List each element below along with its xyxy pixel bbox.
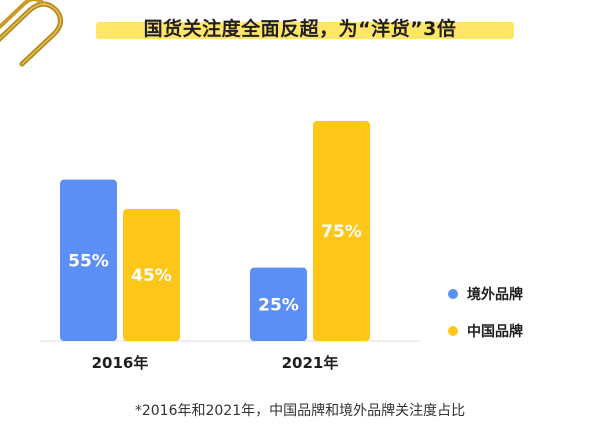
bar-domestic-0 <box>123 209 180 341</box>
legend-swatch <box>448 289 458 299</box>
chart-title: 国货关注度全面反超，为“洋货”3倍 <box>143 18 457 40</box>
category-label: 2016年 <box>92 354 149 372</box>
legend-swatch <box>448 326 458 336</box>
data-label: 45% <box>131 266 172 286</box>
data-label: 55% <box>68 251 109 271</box>
bar-domestic-1 <box>313 121 370 341</box>
data-label: 75% <box>321 222 362 242</box>
chart-footnote: *2016年和2021年，中国品牌和境外品牌关注度占比 <box>134 403 466 419</box>
title-highlight <box>96 22 514 39</box>
legend-label: 境外品牌 <box>467 286 523 303</box>
legend-label: 中国品牌 <box>467 323 523 340</box>
bar-foreign-0 <box>60 179 117 341</box>
data-label: 25% <box>258 295 299 315</box>
bar-foreign-1 <box>250 267 307 341</box>
category-label: 2021年 <box>282 354 339 372</box>
paperclip-icon <box>0 0 63 67</box>
